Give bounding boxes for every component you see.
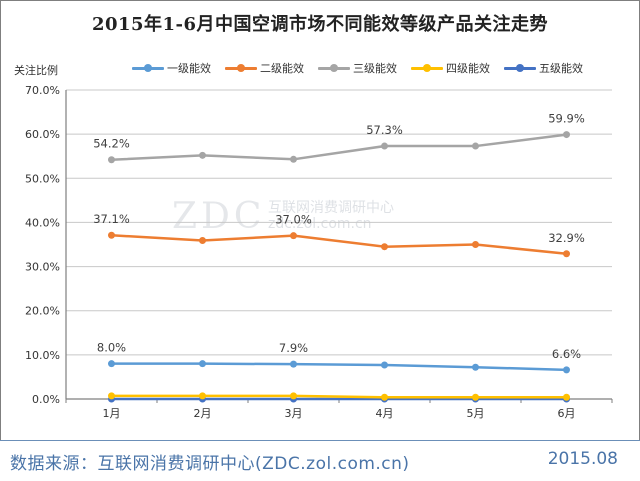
data-point-4 [199, 392, 206, 400]
watermark-text: 互联网消费调研中心 zdc.zol.com.cn [268, 200, 394, 232]
data-point-4 [472, 393, 479, 401]
data-point-1 [381, 361, 388, 369]
data-label: 54.2% [93, 137, 130, 151]
legend-item-grade4: 四级能效 [411, 60, 490, 76]
data-label: 32.9% [548, 231, 585, 245]
y-tick-label: 60.0% [25, 128, 60, 141]
legend-label-grade2: 二级能效 [260, 62, 304, 75]
y-tick-label: 50.0% [25, 172, 60, 185]
data-point-1 [290, 360, 297, 368]
legend-item-grade1: 一级能效 [132, 60, 211, 76]
legend-label-grade4: 四级能效 [446, 62, 490, 75]
data-point-2 [381, 243, 388, 251]
series-line-4 [111, 394, 567, 399]
data-point-4 [108, 392, 115, 400]
y-tick-label: 30.0% [25, 261, 60, 274]
data-label: 57.3% [366, 123, 403, 137]
legend-label-grade1: 一级能效 [167, 62, 211, 75]
legend: 一级能效 二级能效 三级能效 四级能效 五级能效 [132, 60, 583, 76]
y-tick-label: 10.0% [25, 349, 60, 362]
data-label: 37.1% [93, 212, 130, 226]
series-line-1 [111, 362, 567, 372]
series-line-3 [111, 133, 567, 161]
watermark-line-1: 互联网消费调研中心 [268, 200, 394, 216]
legend-item-grade5: 五级能效 [504, 60, 583, 76]
data-point-2 [199, 237, 206, 245]
data-point-3 [381, 142, 388, 150]
legend-item-grade2: 二级能效 [225, 60, 304, 76]
legend-label-grade3: 三级能效 [353, 62, 397, 75]
x-tick-label: 5月 [467, 407, 485, 420]
data-label: 7.9% [279, 341, 308, 355]
y-axis-label: 关注比例 [14, 64, 58, 77]
data-point-3 [563, 131, 570, 139]
legend-swatch-grade1 [132, 63, 164, 73]
series-line-2 [111, 233, 567, 256]
legend-item-grade3: 三级能效 [318, 60, 397, 76]
data-point-4 [381, 393, 388, 401]
footer-bar [0, 440, 640, 481]
legend-label-grade5: 五级能效 [539, 62, 583, 75]
source-note: 数据来源：互联网消费调研中心(ZDC.zol.com.cn) [10, 454, 410, 474]
legend-swatch-grade3 [318, 63, 350, 73]
data-point-3 [108, 156, 115, 164]
legend-swatch-grade5 [504, 63, 536, 73]
x-tick-label: 3月 [285, 407, 303, 420]
y-tick-label: 70.0% [25, 84, 60, 97]
data-label: 59.9% [548, 112, 585, 126]
data-point-2 [290, 232, 297, 240]
y-tick-label: 0.0% [32, 393, 60, 406]
data-point-1 [563, 366, 570, 374]
data-label: 37.0% [275, 213, 312, 227]
data-label: 8.0% [97, 341, 126, 355]
data-point-1 [472, 363, 479, 371]
data-point-1 [108, 360, 115, 368]
x-tick-label: 4月 [376, 407, 394, 420]
x-tick-label: 6月 [558, 407, 576, 420]
data-point-4 [290, 392, 297, 400]
data-point-3 [199, 151, 206, 159]
data-point-2 [108, 231, 115, 239]
data-point-1 [199, 360, 206, 368]
watermark-logo: ZDC [172, 196, 266, 237]
y-tick-label: 20.0% [25, 305, 60, 318]
data-point-2 [563, 250, 570, 258]
legend-swatch-grade2 [225, 63, 257, 73]
line-chart: 0.0% 10.0% 20.0% 30.0% 40.0% 50.0% 60.0% 70.0% 1… [25, 84, 613, 420]
data-point-4 [563, 393, 570, 401]
chart-title: 2015年1-6月中国空调市场不同能效等级产品关注走势 [91, 14, 549, 35]
x-tick-label: 1月 [103, 407, 121, 420]
data-point-3 [290, 155, 297, 163]
publish-date: 2015.08 [547, 449, 618, 469]
watermark-line-2: zdc.zol.com.cn [268, 216, 372, 232]
data-point-2 [472, 241, 479, 248]
y-tick-label: 40.0% [25, 216, 60, 229]
x-tick-label: 2月 [194, 407, 212, 420]
data-point-3 [472, 142, 479, 150]
legend-swatch-grade4 [411, 63, 443, 73]
data-label: 6.6% [552, 347, 581, 361]
